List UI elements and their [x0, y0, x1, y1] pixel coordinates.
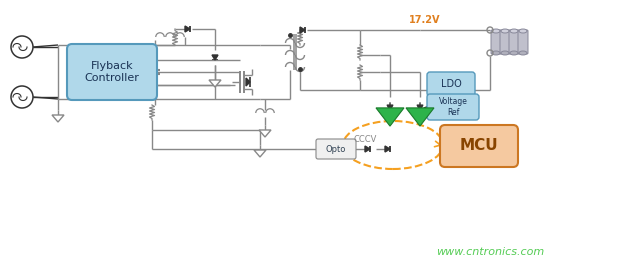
Polygon shape — [99, 89, 106, 96]
Text: 17.2V: 17.2V — [409, 15, 441, 25]
Ellipse shape — [501, 51, 509, 55]
Polygon shape — [385, 146, 390, 152]
Ellipse shape — [510, 29, 518, 33]
FancyBboxPatch shape — [491, 30, 501, 54]
Ellipse shape — [492, 51, 500, 55]
Polygon shape — [69, 49, 76, 56]
Polygon shape — [365, 146, 370, 152]
Text: www.cntronics.com: www.cntronics.com — [436, 247, 544, 257]
Text: Opto: Opto — [326, 144, 346, 153]
Polygon shape — [406, 108, 434, 126]
Ellipse shape — [519, 51, 527, 55]
FancyBboxPatch shape — [67, 44, 157, 100]
Ellipse shape — [501, 29, 509, 33]
FancyBboxPatch shape — [316, 139, 356, 159]
Text: CCCV: CCCV — [353, 135, 377, 144]
Polygon shape — [254, 150, 266, 157]
Polygon shape — [52, 115, 64, 122]
Polygon shape — [69, 88, 76, 95]
Ellipse shape — [510, 51, 518, 55]
FancyBboxPatch shape — [509, 30, 519, 54]
FancyBboxPatch shape — [500, 30, 510, 54]
Polygon shape — [99, 48, 106, 55]
Text: LDO: LDO — [441, 79, 461, 89]
Polygon shape — [300, 27, 305, 33]
Polygon shape — [259, 130, 271, 137]
Text: Flyback
Controller: Flyback Controller — [84, 61, 139, 83]
Polygon shape — [376, 108, 404, 126]
Polygon shape — [246, 78, 250, 86]
Text: MCU: MCU — [460, 139, 498, 153]
Ellipse shape — [519, 29, 527, 33]
Text: Voltage
Ref: Voltage Ref — [439, 97, 468, 117]
FancyBboxPatch shape — [427, 72, 475, 96]
Polygon shape — [212, 55, 218, 60]
Polygon shape — [185, 26, 190, 32]
FancyBboxPatch shape — [427, 94, 479, 120]
FancyBboxPatch shape — [518, 30, 528, 54]
FancyBboxPatch shape — [440, 125, 518, 167]
Polygon shape — [209, 80, 221, 87]
Ellipse shape — [492, 29, 500, 33]
